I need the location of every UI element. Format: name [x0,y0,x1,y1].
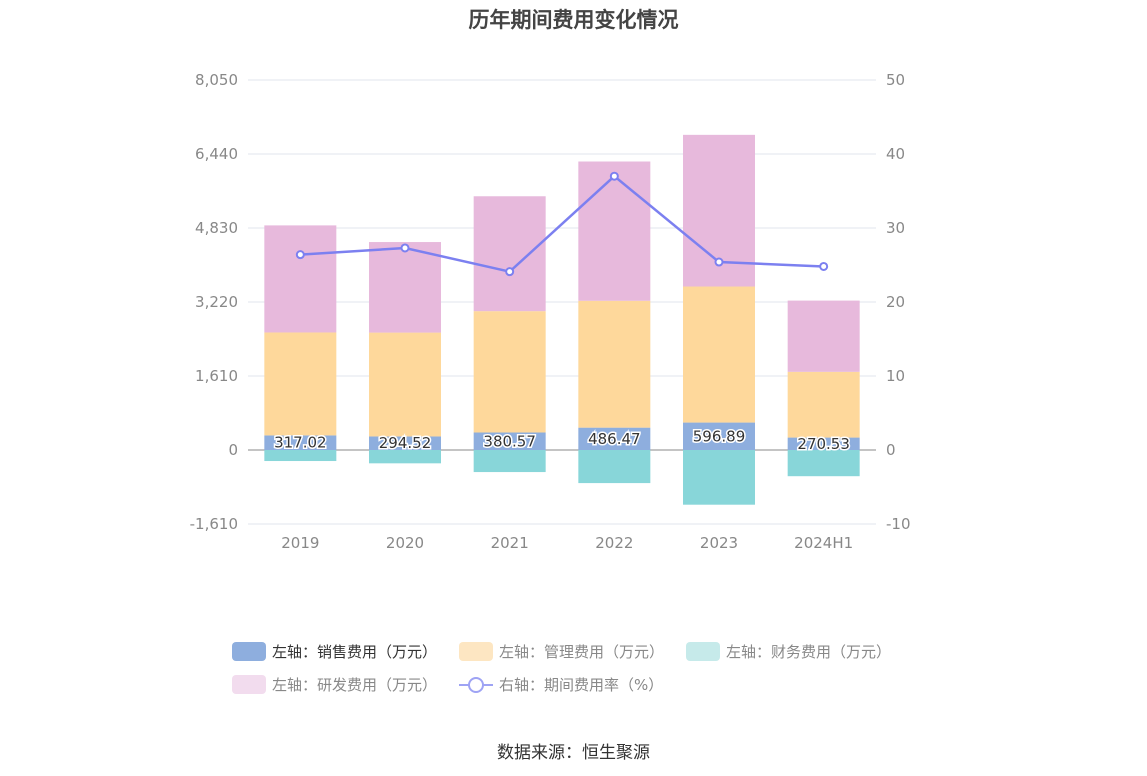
legend-line-marker-icon [459,675,494,694]
legend-label-rnd: 左轴：研发费用（万元） [272,675,438,694]
data-label-sales: 486.47 [588,430,641,448]
bar-2021-左轴：管理费用（万元） [473,311,546,433]
bar-2020-左轴：财务费用（万元） [369,450,441,464]
right-axis-tick-label: 10 [886,367,905,385]
legend-swatch-finance [686,641,721,661]
bar-2019-左轴：财务费用（万元） [264,450,337,462]
bar-2024H1-左轴：销售费用（万元） [787,437,860,450]
expense-rate-point [400,243,410,253]
bar-2019-左轴：管理费用（万元） [264,332,337,436]
bar-2024H1-左轴：财务费用（万元） [787,450,860,477]
expense-rate-point [609,171,619,181]
left-axis-tick-label: 0 [228,441,238,459]
left-axis-tick-label: 8,050 [195,71,238,89]
legend-label-expense-rate: 右轴：期间费用率（%） [499,675,664,694]
data-label-sales: 294.52 [379,434,432,452]
bar-2021-左轴：研发费用（万元） [473,196,546,312]
right-axis-tick-label: 50 [886,71,905,89]
bar-2022-左轴：财务费用（万元） [578,450,651,484]
expense-rate-point [295,250,305,260]
legend-label-admin: 左轴：管理费用（万元） [499,642,665,661]
legend-item-expense-rate[interactable]: 右轴：期间费用率（%） [459,674,663,695]
right-axis-tick-label: 0 [886,441,896,459]
legend-item-finance[interactable]: 左轴：财务费用（万元） [686,641,891,662]
bar-2020-左轴：管理费用（万元） [369,332,441,437]
bar-2024H1-左轴：管理费用（万元） [787,371,860,438]
bar-2022-左轴：研发费用（万元） [578,161,651,301]
data-source: 数据来源：恒生聚源 [497,743,650,763]
left-axis-tick-label: -1,610 [190,515,238,533]
bar-2023-左轴：销售费用（万元） [683,422,755,450]
expense-rate-point [714,257,724,267]
legend-label-finance: 左轴：财务费用（万元） [726,642,892,661]
bar-2024H1-左轴：研发费用（万元） [787,300,860,372]
x-axis-tick-label: 2021 [491,534,529,552]
bar-2023-左轴：管理费用（万元） [683,286,755,423]
bar-2023-左轴：财务费用（万元） [683,450,755,505]
legend-row-2: 左轴：研发费用（万元） 右轴：期间费用率（%） [232,673,932,695]
left-axis-tick-label: 3,220 [195,293,238,311]
bar-2019-左轴：销售费用（万元） [264,435,337,450]
left-axis-tick-label: 4,830 [195,219,238,237]
legend-item-sales[interactable]: 左轴：销售费用（万元） [232,641,437,662]
legend-label-sales: 左轴：销售费用（万元） [272,642,438,661]
data-label-sales: 380.57 [483,432,536,450]
right-axis-tick-label: 40 [886,145,905,163]
legend-row-1: 左轴：销售费用（万元） 左轴：管理费用（万元） 左轴：财务费用（万元） [232,640,932,662]
x-axis-tick-label: 2020 [386,534,424,552]
expense-rate-point [505,267,515,277]
bar-2022-左轴：管理费用（万元） [578,300,651,428]
bar-2021-左轴：财务费用（万元） [473,450,546,473]
left-axis-tick-label: 1,610 [195,367,238,385]
legend-item-admin[interactable]: 左轴：管理费用（万元） [459,641,664,662]
x-axis-tick-label: 2022 [595,534,633,552]
data-label-sales: 270.53 [797,435,850,453]
data-label-sales: 317.02 [274,434,327,452]
right-axis-tick-label: -10 [886,515,911,533]
legend-swatch-admin [459,641,494,661]
left-axis-tick-label: 6,440 [195,145,238,163]
bar-2022-左轴：销售费用（万元） [578,427,651,450]
legend-swatch-sales [232,641,266,661]
expense-rate-point [819,261,829,271]
right-axis-tick-label: 30 [886,219,905,237]
bar-2020-左轴：研发费用（万元） [369,242,441,333]
bar-2021-左轴：销售费用（万元） [473,432,546,450]
legend-item-rnd[interactable]: 左轴：研发费用（万元） [232,674,437,695]
x-axis-tick-label: 2019 [281,534,319,552]
right-axis-tick-label: 20 [886,293,905,311]
legend: 左轴：销售费用（万元） 左轴：管理费用（万元） 左轴：财务费用（万元） 左轴：研… [232,640,932,706]
x-axis-tick-label: 2023 [700,534,738,552]
bar-2020-左轴：销售费用（万元） [369,436,441,450]
chart-title: 历年期间费用变化情况 [468,8,679,32]
expense-rate-line [300,174,824,274]
data-label-sales: 596.89 [693,427,746,445]
legend-swatch-rnd [232,674,266,694]
x-axis-tick-label: 2024H1 [794,534,853,552]
stacked-bar-line-chart: 8,050 6,440 4,830 3,220 1,610 0 -1,610 50 40 30 20… [190,71,911,552]
bar-2019-左轴：研发费用（万元） [264,225,337,333]
